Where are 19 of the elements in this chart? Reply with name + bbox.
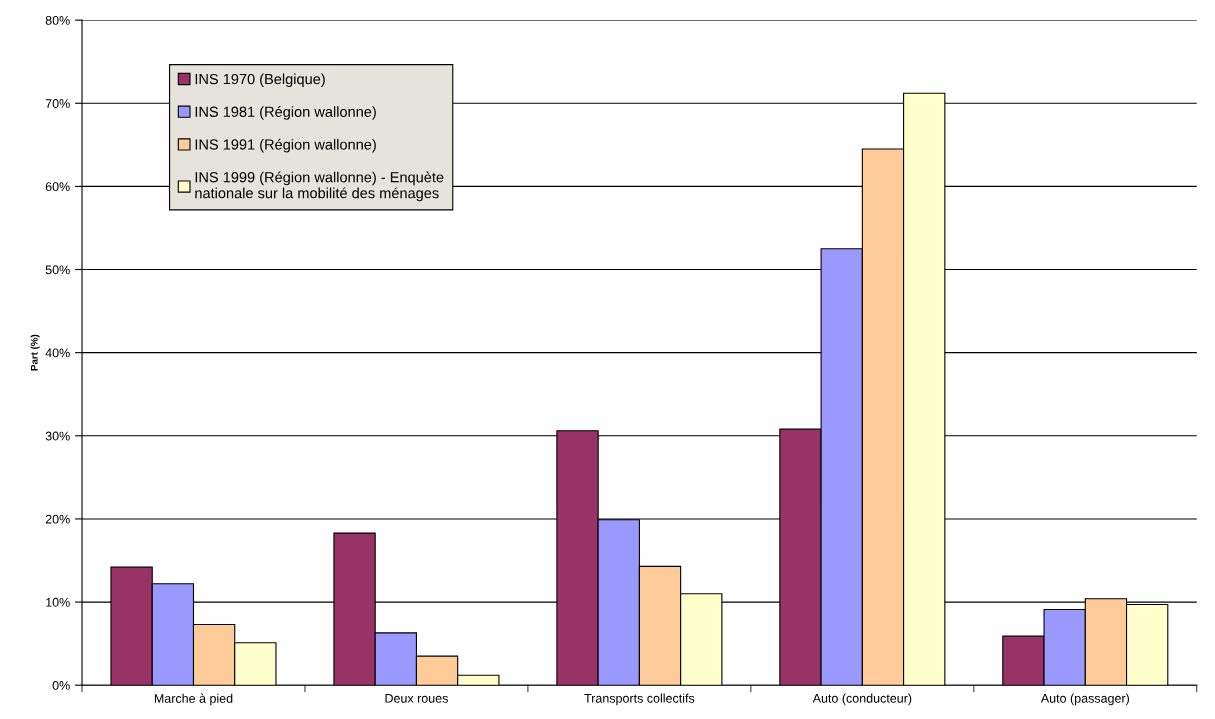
y-tick-label: 20% [45,514,70,524]
y-tick-label: 50% [45,265,70,275]
y-tick-label: 30% [45,431,70,441]
y-axis-title: Part (%) [30,334,40,371]
legend-label: INS 1981 (Région wallonne) [195,106,376,120]
y-tick-label: 70% [45,99,70,108]
x-tick-label: Auto (passager) [1040,693,1129,706]
y-tick-label: 40% [45,348,70,358]
legend-label: INS 1991 (Région wallonne) [195,138,376,153]
legend-label: INS 1970 (Belgique) [195,73,325,88]
y-tick-label: 60% [45,182,70,192]
y-tick-label: 0% [52,681,70,690]
x-tick-label: Transports collectifs [584,693,695,706]
x-tick-label: Marche à pied [154,693,233,706]
x-tick-label: Auto (conducteur) [812,693,912,706]
y-tick-label: 10% [46,597,70,607]
legend-label: INS 1999 (Région wallonne) - Enquète nationale sur la mobilité des ménages [195,171,444,202]
y-tick-label: 80% [45,15,70,25]
x-tick-label: Deux roues [385,694,448,703]
